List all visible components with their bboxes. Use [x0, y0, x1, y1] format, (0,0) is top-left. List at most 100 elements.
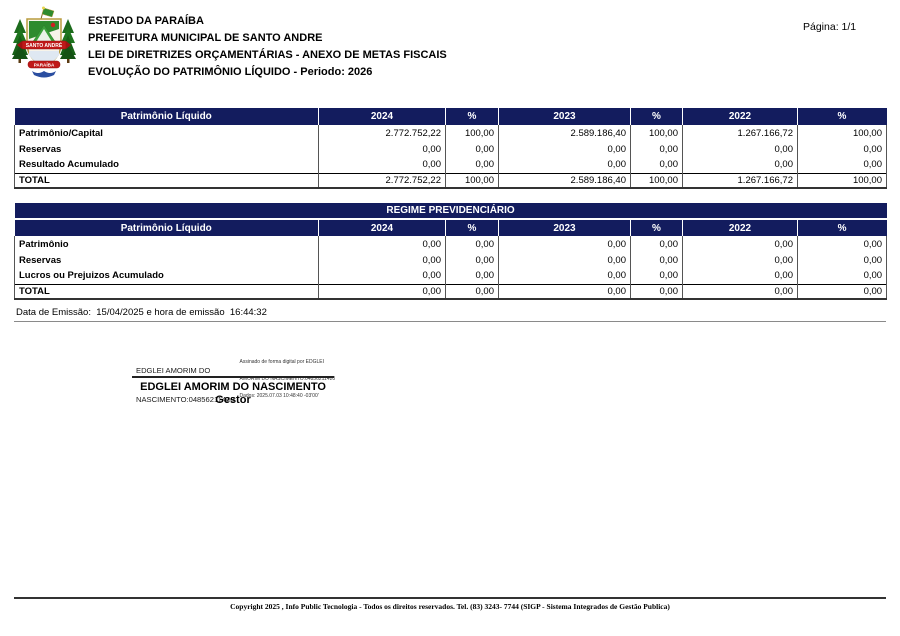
table-row: Lucros ou Prejuizos Acumulado 0,00 0,00 …	[14, 268, 888, 284]
header-state: ESTADO DA PARAÍBA	[88, 15, 204, 27]
column-header: 2024	[318, 108, 446, 125]
divider	[14, 321, 886, 322]
cell-value: 0,00	[498, 236, 631, 252]
ribbon-text-santo-andre: SANTO ANDRÉ	[26, 41, 63, 49]
cell-value: 0,00	[318, 141, 446, 157]
column-header: %	[797, 108, 887, 125]
column-header: %	[445, 108, 499, 125]
signature-line	[132, 376, 334, 378]
table-row: Patrimônio 0,00 0,00 0,00 0,00 0,00 0,00	[14, 236, 888, 252]
total-row: TOTAL 0,00 0,00 0,00 0,00 0,00 0,00	[14, 283, 888, 300]
cell-value: 0,00	[318, 236, 446, 252]
column-header: Patrimônio Líquido	[14, 219, 319, 236]
emission-date: Data de Emissão: 15/04/2025 e hora de em…	[16, 307, 267, 318]
signer-role: Gestor	[215, 393, 251, 406]
cell-value: 100,00	[630, 125, 683, 141]
total-label: TOTAL	[14, 283, 319, 300]
table-row: Patrimônio/Capital 2.772.752,22 100,00 2…	[14, 125, 887, 141]
cell-value: 0,00	[630, 157, 683, 173]
signature-block: EDGLEI AMORIM DO NASCIMENTO Gestor	[98, 381, 368, 406]
pension-regime-table: REGIME PREVIDENCIÁRIO Patrimônio Líquido…	[14, 203, 888, 300]
cell-value: 0,00	[498, 157, 631, 173]
cell-value: 0,00	[498, 268, 631, 284]
row-label: Patrimônio	[14, 236, 319, 252]
total-value: 1.267.166,72	[682, 172, 798, 189]
cell-value: 0,00	[797, 157, 887, 173]
row-label: Lucros ou Prejuizos Acumulado	[14, 268, 319, 284]
total-value: 0,00	[630, 283, 683, 300]
cell-value: 0,00	[682, 141, 798, 157]
total-value: 0,00	[796, 283, 888, 300]
header-doc-title: LEI DE DIRETRIZES ORÇAMENTÁRIAS - ANEXO …	[88, 49, 447, 61]
cell-value: 0,00	[498, 141, 631, 157]
table-header-row: Patrimônio Líquido 2024 % 2023 % 2022 %	[14, 219, 888, 236]
net-worth-table: Patrimônio Líquido 2024 % 2023 % 2022 % …	[14, 108, 887, 189]
digital-signature-stamp: EDGLEI AMORIM DO NASCIMENTO:04856211420 …	[136, 347, 346, 423]
total-value: 100,00	[797, 172, 887, 189]
total-value: 2.589.186,40	[498, 172, 631, 189]
cell-value: 100,00	[445, 125, 499, 141]
cell-value: 0,00	[630, 268, 683, 284]
cell-value: 2.772.752,22	[318, 125, 446, 141]
document-header: ESTADO DA PARAÍBA PREFEITURA MUNICIPAL D…	[88, 13, 447, 81]
row-label: Reservas	[14, 141, 319, 157]
stamp-details: Assinado de forma digital por EDGLEI AMO…	[240, 347, 336, 423]
base-waves-icon	[32, 71, 56, 78]
column-header: %	[797, 219, 888, 236]
cell-value: 0,00	[445, 236, 499, 252]
cell-value: 0,00	[796, 268, 888, 284]
stamp-signer-id-line: EDGLEI AMORIM DO	[136, 366, 211, 375]
total-value: 100,00	[630, 172, 683, 189]
cell-value: 0,00	[318, 157, 446, 173]
cell-value: 0,00	[445, 252, 499, 268]
stamp-detail-line: AMORIM DO NASCIMENTO:04856211420	[239, 375, 336, 382]
cell-value: 0,00	[682, 268, 798, 284]
total-value: 100,00	[445, 172, 499, 189]
cell-value: 0,00	[445, 268, 499, 284]
cell-value: 0,00	[445, 141, 499, 157]
footer-divider	[14, 597, 886, 599]
cell-value: 0,00	[796, 236, 888, 252]
column-header: 2023	[498, 108, 631, 125]
table-title-row: REGIME PREVIDENCIÁRIO	[14, 203, 887, 220]
column-header: %	[630, 108, 683, 125]
stamp-signer-id-line: NASCIMENTO:04856211420	[136, 394, 235, 404]
column-header: 2022	[682, 108, 798, 125]
footer-copyright: Copyright 2025 , Info Public Tecnologia …	[230, 602, 670, 611]
table-title: REGIME PREVIDENCIÁRIO	[14, 203, 887, 220]
cell-value: 0,00	[630, 236, 683, 252]
column-header: %	[445, 219, 499, 236]
cell-value: 0,00	[682, 252, 798, 268]
cell-value: 0,00	[445, 157, 499, 173]
total-value: 0,00	[318, 283, 446, 300]
stamp-detail-line: Assinado de forma digital por EDGLEI	[239, 358, 325, 365]
column-header: 2024	[318, 219, 446, 236]
ribbon-paraiba: PARAÍBA	[27, 60, 61, 69]
table-row: Resultado Acumulado 0,00 0,00 0,00 0,00 …	[14, 157, 887, 173]
cell-value: 0,00	[630, 252, 683, 268]
cell-value: 100,00	[797, 125, 887, 141]
stamp-detail-line: Dados: 2025.07.03 10:48:40 -03'00'	[239, 393, 319, 400]
signer-name: EDGLEI AMORIM DO NASCIMENTO	[140, 381, 326, 393]
cell-value: 0,00	[498, 252, 631, 268]
ribbon-santo-andre: SANTO ANDRÉ	[17, 40, 71, 50]
row-label: Reservas	[14, 252, 319, 268]
cell-value: 0,00	[318, 252, 446, 268]
column-header: 2023	[498, 219, 631, 236]
row-label: Patrimônio/Capital	[14, 125, 319, 141]
table-row: Reservas 0,00 0,00 0,00 0,00 0,00 0,00	[14, 252, 888, 268]
header-doc-subtitle: EVOLUÇÃO DO PATRIMÔNIO LÍQUIDO - Periodo…	[88, 66, 373, 78]
coat-of-arms-logo: SANTO ANDRÉ PARAÍBA	[12, 6, 76, 78]
total-value: 0,00	[682, 283, 798, 300]
column-header: %	[630, 219, 683, 236]
column-header: 2022	[682, 219, 798, 236]
cell-value: 0,00	[796, 252, 888, 268]
flag-icon	[40, 6, 55, 20]
cell-value: 0,00	[682, 157, 798, 173]
total-value: 0,00	[498, 283, 631, 300]
cell-value: 0,00	[318, 268, 446, 284]
cell-value: 2.589.186,40	[498, 125, 631, 141]
cell-value: 0,00	[630, 141, 683, 157]
header-municipality: PREFEITURA MUNICIPAL DE SANTO ANDRE	[88, 32, 323, 44]
